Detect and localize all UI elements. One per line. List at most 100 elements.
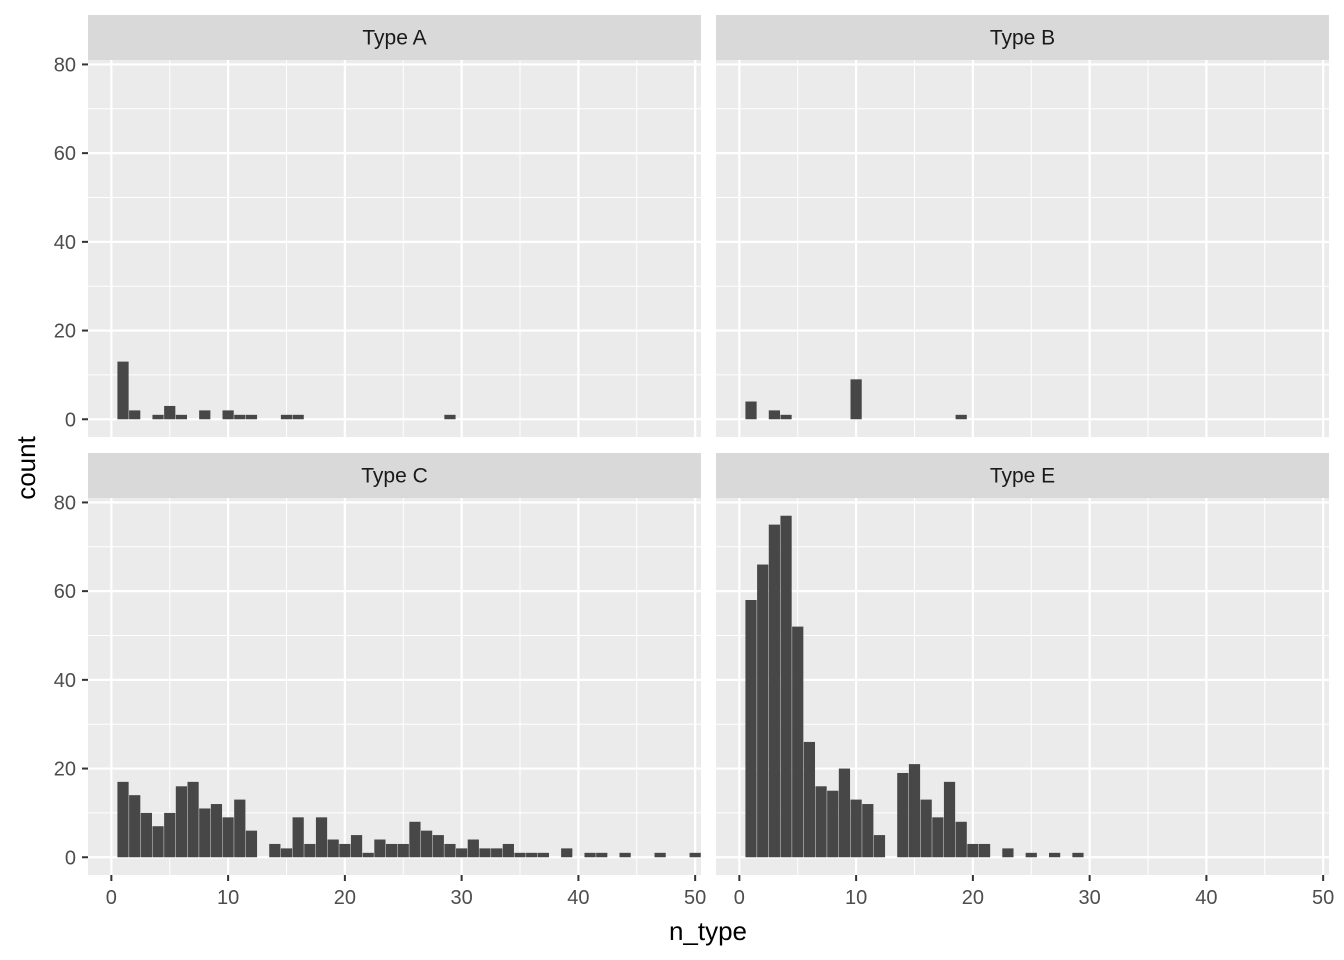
histogram-bar [932,817,944,858]
x-tick-label: 20 [334,887,356,909]
histogram-bar [210,804,223,858]
y-tick-label: 60 [54,143,76,165]
y-axis: 0 20 40 60 80 [54,492,88,869]
histogram-bars [745,515,1084,858]
histogram-bar [757,564,769,858]
x-tick-label: 10 [217,887,239,909]
histogram-bar [537,852,549,858]
major-grid [88,60,701,437]
histogram-bar [745,600,757,858]
histogram-bar [152,414,164,420]
histogram-bar [117,361,129,420]
histogram-bar [745,401,757,420]
y-axis: 0 20 40 60 80 [54,54,88,431]
histogram-bar [245,830,258,858]
histogram-bar [269,843,281,858]
histogram-bar [780,515,792,858]
facet-strip [88,15,701,60]
histogram-bars [117,361,456,420]
histogram-bar [199,410,211,420]
histogram-bar [409,821,421,858]
x-tick-label: 50 [684,887,706,909]
histogram-bar [175,786,188,858]
histogram-bar [175,414,188,420]
histogram-bar [164,812,176,858]
histogram-bar [444,414,456,420]
histogram-bar [280,414,293,420]
histogram-bar [491,848,503,858]
facet-strip-label: Type B [990,27,1055,50]
histogram-bar [234,414,246,420]
histogram-bar [479,848,491,858]
histogram-bar [245,414,258,420]
histogram-bar [654,852,666,858]
x-tick-label: 40 [567,887,589,909]
histogram-bar [397,843,409,858]
histogram-bar [374,839,386,858]
histogram-bar [350,835,363,858]
histogram-bar [339,843,351,858]
histogram-bar [385,843,398,858]
major-grid [716,60,1329,437]
histogram-bar [304,843,316,858]
y-tick-label: 20 [54,321,76,343]
histogram-bar [780,414,792,420]
x-tick-label: 20 [962,887,984,909]
histogram-bar [117,781,129,858]
x-tick-label: 40 [1195,887,1217,909]
axes: 0 20 40 60 80 0 20 40 60 80 0 10 20 30 40 50 0 10 20 30 40 50 [54,54,1335,909]
histogram-bar [432,835,444,858]
histogram-bar [768,410,780,420]
histogram-bar [129,795,141,858]
histogram-bar [234,799,246,858]
histogram-bar [955,821,967,858]
x-tick-label: 50 [1312,887,1334,909]
y-tick-label: 80 [54,492,76,514]
histogram-bar [280,848,293,858]
histogram-bar [803,741,816,858]
histogram-bar [943,781,956,858]
x-axis-title: n_type [669,916,747,946]
histogram-bar [421,830,433,858]
histogram-bar [920,799,932,858]
y-axis-title: count [11,435,41,499]
histogram-bar [827,790,839,858]
y-tick-label: 20 [54,759,76,781]
y-tick-label: 80 [54,54,76,76]
histogram-bar [187,781,199,858]
histogram-bar [873,835,886,858]
x-tick-label: 0 [106,887,117,909]
facet-type-c: Type C [88,453,701,875]
histogram-bar [815,786,827,858]
x-axis: 0 10 20 30 40 50 [106,875,706,909]
histogram-bar [129,410,141,420]
histogram-bar [526,852,538,858]
panel-background [716,60,1329,437]
x-tick-label: 10 [845,887,867,909]
histogram-bar [152,826,164,858]
facet-strip [716,453,1329,498]
minor-grid [88,60,701,437]
histogram-bar [514,852,526,858]
histogram-bar [456,848,468,858]
histogram-bar [444,843,456,858]
histogram-bars [745,379,967,420]
histogram-bars [117,781,701,858]
histogram-bar [967,843,979,858]
y-tick-label: 0 [65,847,76,869]
facet-type-b: Type B [716,15,1329,437]
histogram-bar [1002,848,1014,858]
histogram-bar [862,804,874,858]
minor-grid [716,60,1329,437]
x-tick-label: 30 [1079,887,1101,909]
histogram-bar [292,414,304,420]
histogram-bar [768,524,780,858]
facet-type-a: Type A [88,15,701,437]
histogram-bar [850,799,862,858]
facet-strip [716,15,1329,60]
histogram-bar [908,764,921,858]
y-tick-label: 40 [54,670,76,692]
histogram-bar [897,772,909,858]
facet-strip-label: Type C [361,465,428,488]
